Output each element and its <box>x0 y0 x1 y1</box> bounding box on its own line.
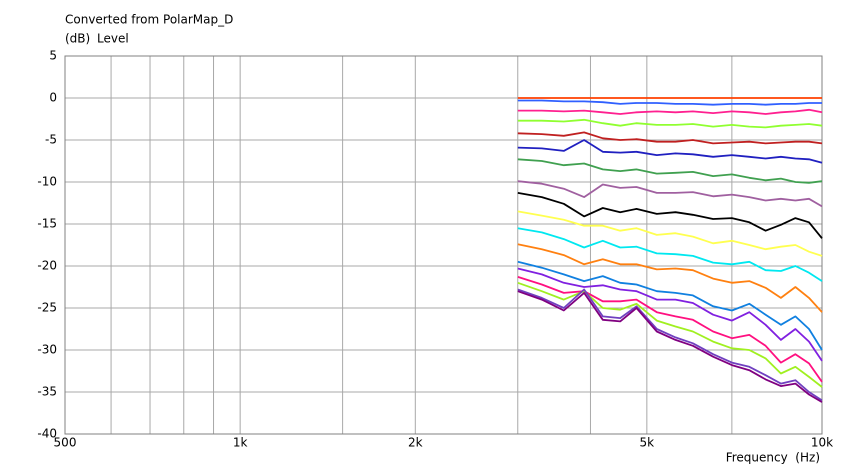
series-line <box>517 118 823 129</box>
y-tick-label: 0 <box>49 91 57 105</box>
x-axis-label: Frequency (Hz) <box>726 451 820 465</box>
chart-title: Converted from PolarMap_D <box>65 13 233 27</box>
x-tick-label: 500 <box>54 436 77 450</box>
series-line <box>517 139 823 164</box>
series-line <box>517 260 823 351</box>
series-line <box>517 227 823 282</box>
x-tick-label: 5k <box>640 436 655 450</box>
series-line <box>517 192 823 239</box>
series-line <box>517 210 823 257</box>
y-tick-label: 5 <box>49 49 57 63</box>
series-line <box>517 288 823 402</box>
y-axis-label: Level <box>97 32 129 46</box>
x-tick-label: 10k <box>811 436 833 450</box>
series-line <box>517 290 823 403</box>
series-line <box>517 108 823 115</box>
y-tick-label: -10 <box>37 175 57 189</box>
y-tick-label: -40 <box>37 427 57 441</box>
y-tick-label: -15 <box>37 217 57 231</box>
plot-border <box>64 55 823 435</box>
y-unit: (dB) <box>65 32 90 46</box>
y-tick-label: -25 <box>37 301 57 315</box>
series-line <box>517 243 823 313</box>
series-line <box>517 158 823 184</box>
x-tick-label: 1k <box>233 436 248 450</box>
x-tick-label: 2k <box>408 436 423 450</box>
y-tick-label: -20 <box>37 259 57 273</box>
series-line <box>517 131 823 145</box>
series-line <box>517 99 822 106</box>
y-tick-label: -35 <box>37 385 57 399</box>
series-line <box>517 267 823 362</box>
series-line <box>517 180 823 208</box>
y-tick-label: -30 <box>37 343 57 357</box>
y-tick-label: -5 <box>45 133 57 147</box>
